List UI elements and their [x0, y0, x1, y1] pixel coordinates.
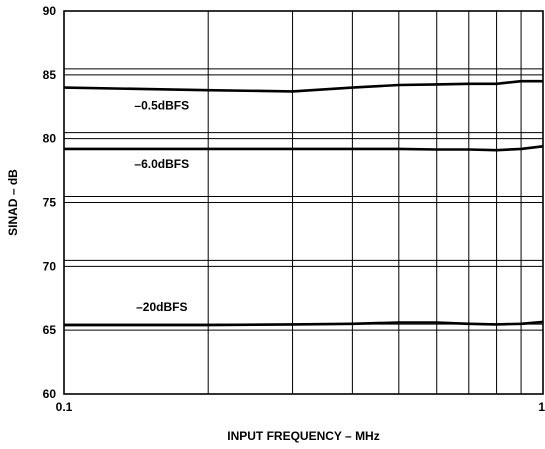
- series-label-1: –6.0dBFS: [134, 157, 189, 171]
- grid-layer: [64, 11, 543, 394]
- series-line-1: [64, 145, 544, 152]
- series-label-0: –0.5dBFS: [134, 98, 189, 112]
- x-tick-label-0: 0.1: [56, 400, 73, 414]
- y-axis-title: SINAD – dB: [6, 169, 20, 236]
- x-axis-title: INPUT FREQUENCY – MHz: [227, 429, 379, 443]
- series-line-2: [64, 320, 544, 327]
- series-label-2: –20dBFS: [136, 300, 187, 314]
- y-tick-label-0: 60: [43, 387, 57, 401]
- y-tick-label-4: 80: [43, 132, 57, 146]
- y-tick-label-5: 85: [43, 68, 57, 82]
- plot-frame: [63, 10, 544, 395]
- series-layer: [63, 79, 544, 327]
- series-label-layer: –0.5dBFS –6.0dBFS –20dBFS: [134, 98, 189, 314]
- y-tick-label-1: 65: [43, 323, 57, 337]
- y-tick-label-2: 70: [43, 259, 57, 273]
- tick-label-layer: 60 65 70 75 80 85 90 0.1 1: [43, 4, 545, 414]
- y-tick-label-6: 90: [43, 4, 57, 18]
- series-line-0: [63, 79, 543, 93]
- x-tick-label-1: 1: [538, 400, 545, 414]
- y-tick-label-3: 75: [43, 196, 57, 210]
